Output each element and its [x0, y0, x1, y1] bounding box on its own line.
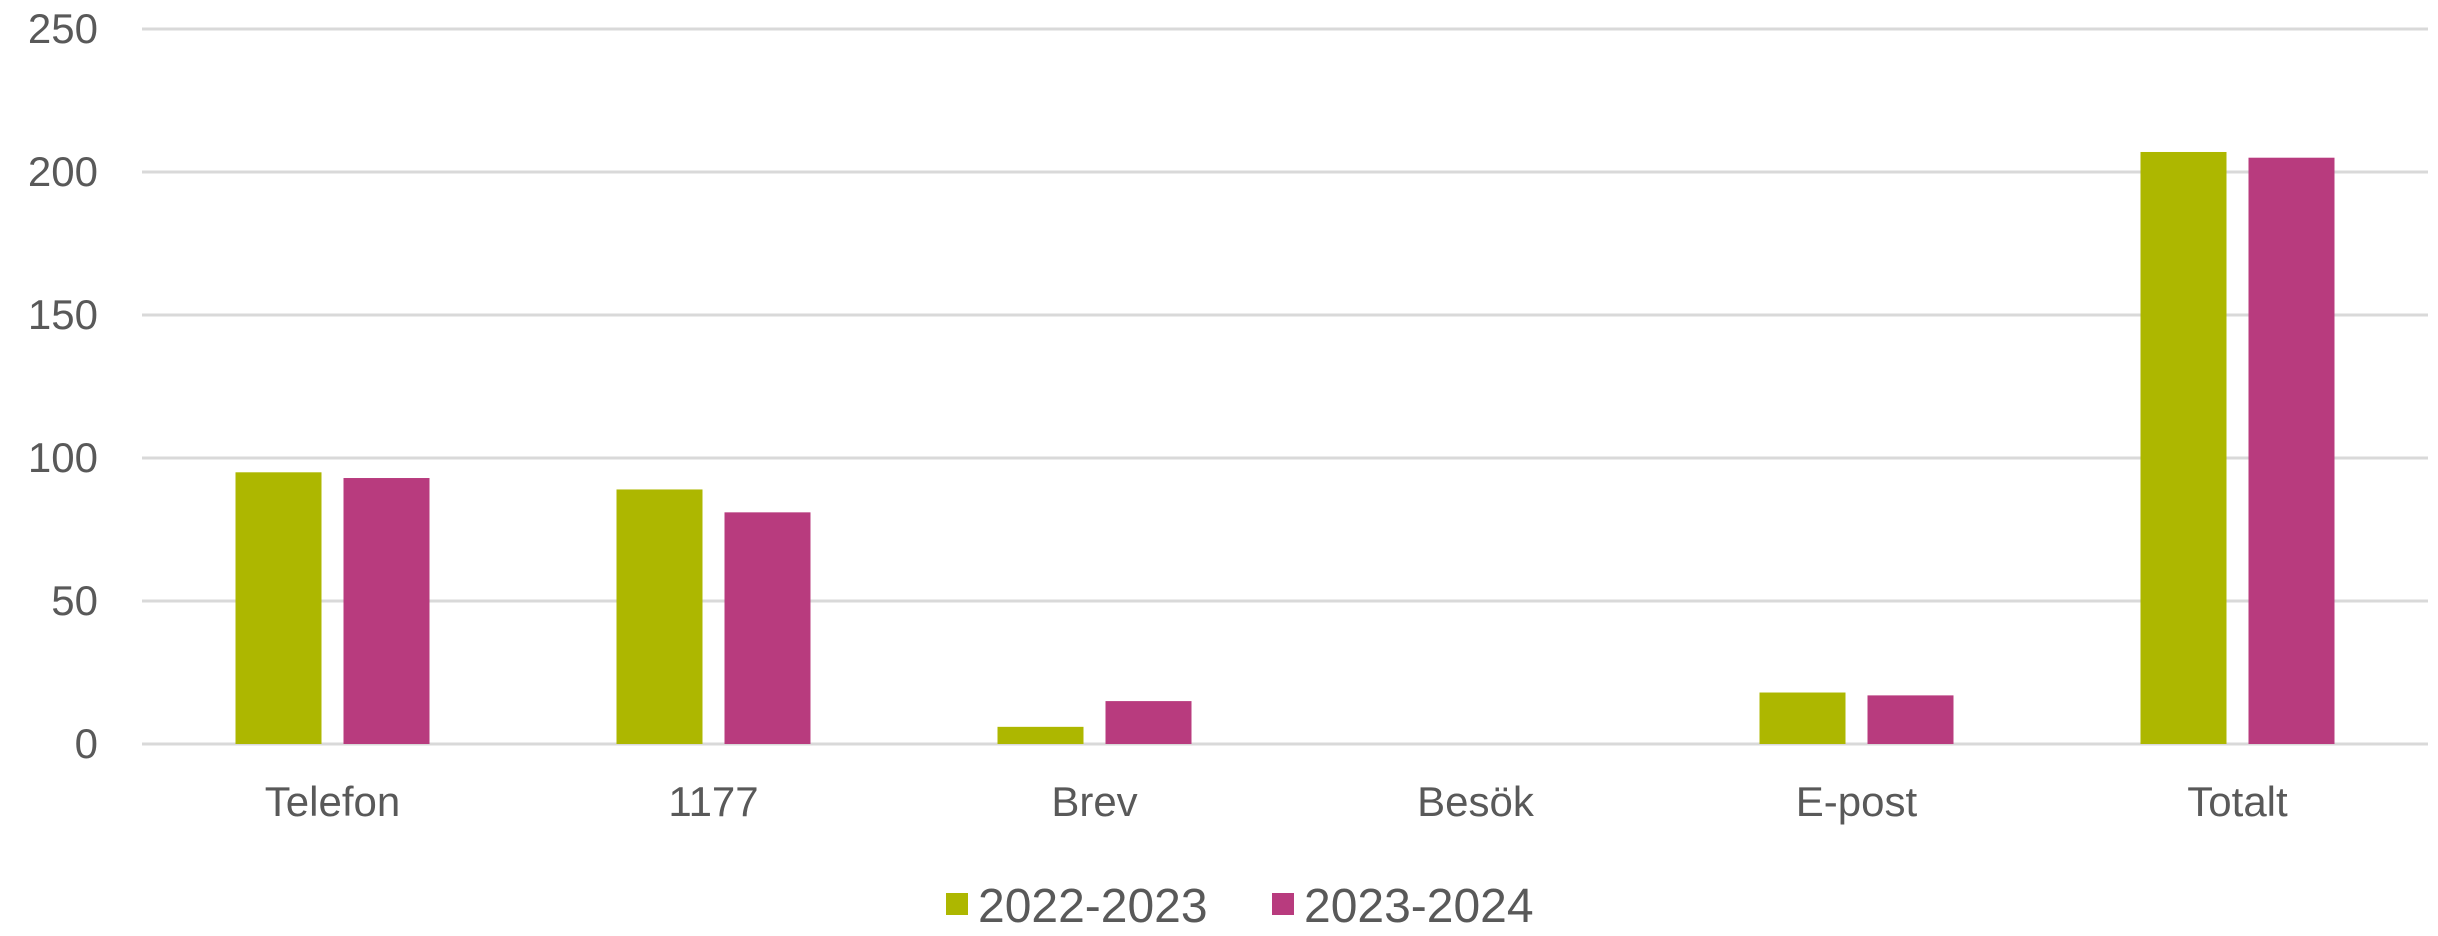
y-axis-ticks: 0 50 100 150 200 250 — [28, 5, 98, 767]
legend-label: 2022-2023 — [978, 880, 1208, 933]
legend: 2022-2023 2023-2024 — [946, 880, 1534, 933]
bar-2023-2024-Telefon — [343, 478, 430, 744]
x-category-label: Besök — [1417, 778, 1535, 825]
x-category-label: Totalt — [2187, 778, 2288, 825]
bar-2022-2023-Brev — [997, 726, 1084, 744]
bar-2023-2024-E-post — [1867, 695, 1954, 744]
y-tick-label: 200 — [28, 148, 98, 195]
bar-2023-2024-Totalt — [2248, 157, 2335, 744]
x-category-label: Brev — [1051, 778, 1137, 825]
bar-2022-2023-Telefon — [235, 472, 322, 744]
legend-label: 2023-2024 — [1304, 880, 1534, 933]
x-category-label: E-post — [1796, 778, 1918, 825]
bar-2023-2024-Brev — [1105, 701, 1192, 744]
bar-2022-2023-Totalt — [2140, 151, 2227, 745]
bar-2022-2023-1177 — [616, 489, 703, 744]
bar-2023-2024-1177 — [724, 512, 811, 744]
x-category-label: 1177 — [668, 778, 758, 825]
y-tick-label: 250 — [28, 5, 98, 52]
y-tick-label: 100 — [28, 434, 98, 481]
bars — [235, 151, 2335, 745]
y-tick-label: 50 — [51, 577, 98, 624]
x-category-label: Telefon — [265, 778, 400, 825]
bar-2022-2023-E-post — [1759, 692, 1846, 744]
y-tick-label: 150 — [28, 291, 98, 338]
y-tick-label: 0 — [75, 720, 98, 767]
legend-swatch-2023-2024 — [1272, 893, 1294, 915]
x-axis-labels: Telefon 1177 Brev Besök E-post Totalt — [265, 778, 2288, 825]
legend-swatch-2022-2023 — [946, 893, 968, 915]
gridlines — [142, 27, 2428, 746]
